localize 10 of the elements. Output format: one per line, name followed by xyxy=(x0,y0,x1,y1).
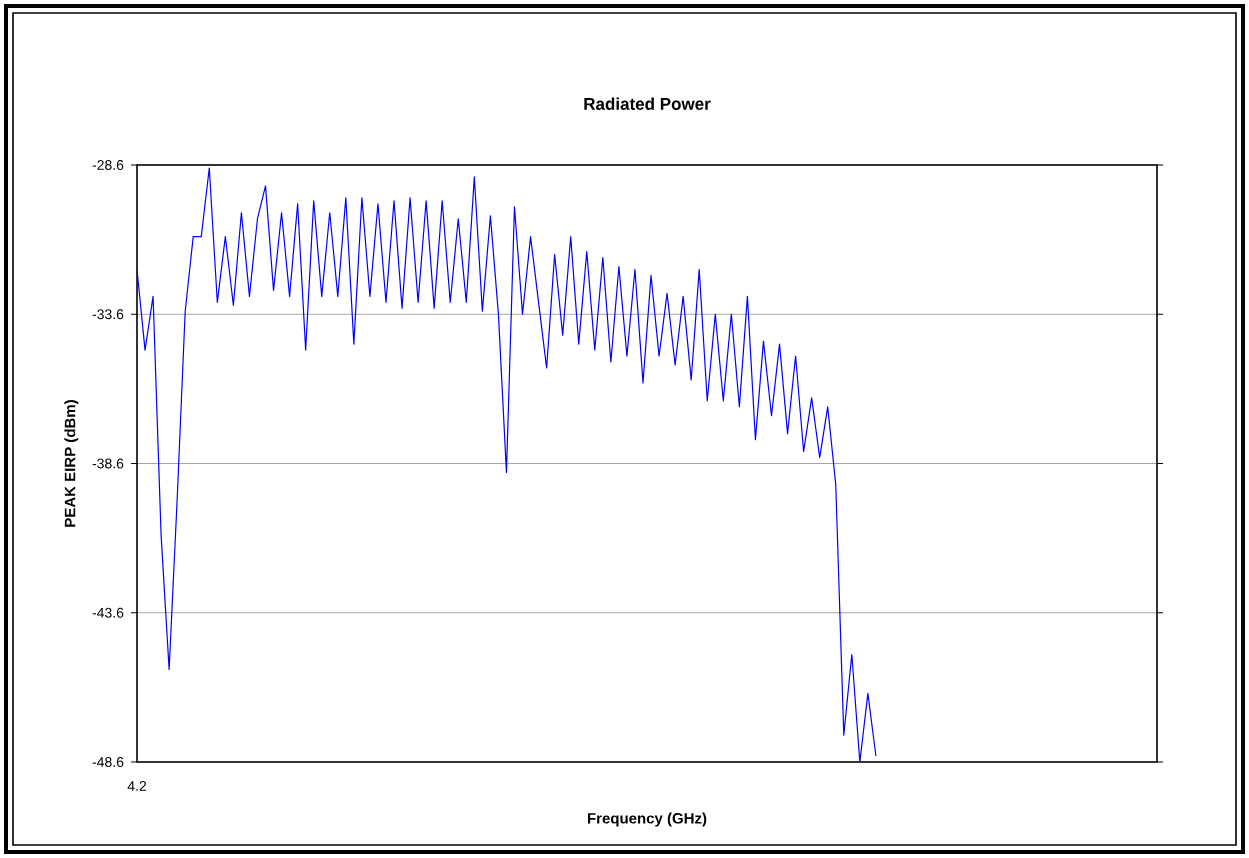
y-tick-label: -43.6 xyxy=(92,607,124,618)
y-tick-label: -48.6 xyxy=(92,757,124,767)
x-tick-label: 4.2 xyxy=(127,781,147,791)
line-series xyxy=(137,167,877,762)
y-tick-label: -28.6 xyxy=(92,160,124,170)
x-axis-title: Frequency (GHz) xyxy=(588,812,707,827)
y-axis-title: PEAK EIRP (dBm) xyxy=(64,400,79,527)
y-tick-label: -33.6 xyxy=(92,309,124,320)
y-tick-label: -38.6 xyxy=(92,458,124,469)
chart-title: Radiated Power xyxy=(584,97,711,110)
